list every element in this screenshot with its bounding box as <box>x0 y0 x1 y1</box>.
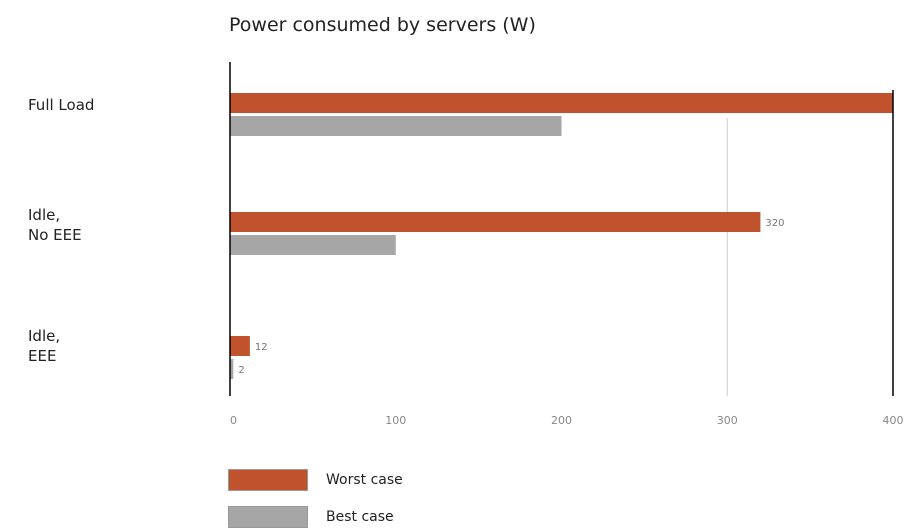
x-tick-label-100: 100 <box>385 414 406 427</box>
x-tick-label-300: 300 <box>717 414 738 427</box>
legend-swatch-worst-case <box>228 469 308 491</box>
data-label-worst-case-1: 320 <box>765 218 784 229</box>
bar-worst-case-1 <box>230 212 761 232</box>
legend-item-best-case: Best case <box>228 505 394 529</box>
bar-worst-case-2 <box>230 336 250 356</box>
x-tick-label-0: 0 <box>230 414 237 427</box>
legend-label-worst-case: Worst case <box>326 472 403 488</box>
data-label-worst-case-2: 12 <box>255 342 268 353</box>
bar-worst-case-0 <box>230 93 893 113</box>
bar-best-case-1 <box>230 235 396 255</box>
bar-best-case-2 <box>230 359 234 379</box>
legend-swatch-best-case <box>228 506 308 528</box>
legend-item-worst-case: Worst case <box>228 468 403 492</box>
legend-label-best-case: Best case <box>326 509 394 525</box>
category-label-full-load: Full Load <box>28 96 95 114</box>
data-label-best-case-2: 2 <box>238 365 244 376</box>
bar-best-case-0 <box>230 116 562 136</box>
chart-title: Power consumed by servers (W) <box>229 14 536 36</box>
x-tick-label-400: 400 <box>883 414 904 427</box>
category-label-idle-eee: Idle, EEE <box>28 327 61 365</box>
category-label-idle-no-eee: Idle, No EEE <box>28 206 82 244</box>
x-tick-label-200: 200 <box>551 414 572 427</box>
